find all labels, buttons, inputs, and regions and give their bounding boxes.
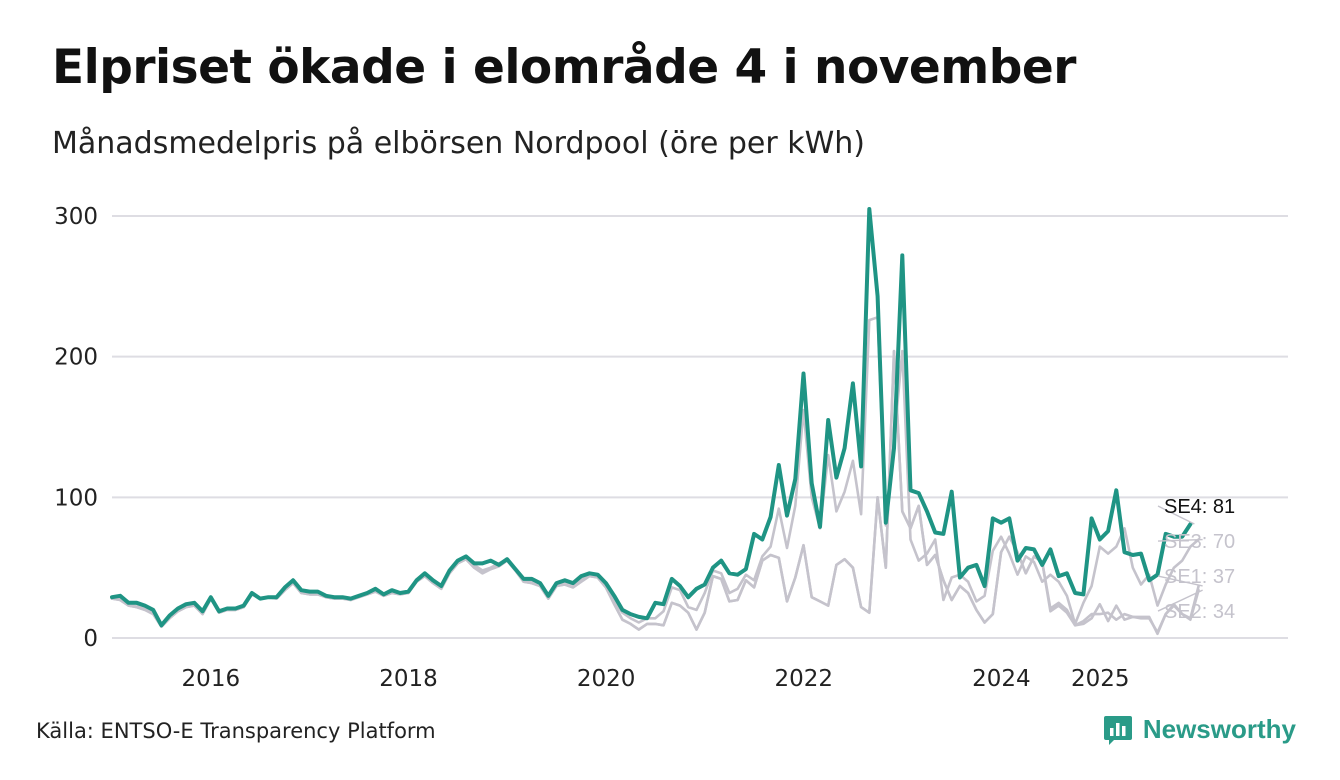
end-label-leader bbox=[1157, 538, 1203, 542]
end-label-se3: SE3: 70 bbox=[1164, 531, 1235, 553]
x-axis-ticks: 2016 2018 2020 2022 2024 2025 bbox=[182, 666, 1130, 692]
x-tick-label: 2020 bbox=[577, 666, 636, 692]
brand-name: Newsworthy bbox=[1142, 714, 1296, 744]
end-label-leader bbox=[1157, 575, 1203, 587]
end-label-leader bbox=[1157, 505, 1195, 525]
newsworthy-logo-icon bbox=[1103, 715, 1132, 745]
series-line-se1 bbox=[110, 349, 1200, 634]
end-label-se4: SE4: 81 bbox=[1164, 496, 1235, 518]
gridlines bbox=[112, 215, 1288, 639]
x-tick-label: 2016 bbox=[182, 666, 241, 692]
line-chart: 0 100 200 300 2016 2018 2020 2022 2024 2025 SE4:… bbox=[54, 204, 1288, 692]
y-axis-ticks: 0 100 200 300 bbox=[54, 204, 98, 652]
x-tick-label: 2024 bbox=[972, 666, 1031, 692]
y-tick-label: 300 bbox=[54, 204, 98, 230]
chart-title: Elpriset ökade i elområde 4 i november bbox=[52, 40, 1076, 95]
y-tick-label: 200 bbox=[54, 345, 98, 371]
x-tick-label: 2018 bbox=[379, 666, 438, 692]
series-lines bbox=[110, 207, 1200, 636]
end-label-se2: SE2: 34 bbox=[1164, 601, 1235, 623]
y-tick-label: 0 bbox=[83, 626, 98, 652]
end-label-se1: SE1: 37 bbox=[1164, 566, 1235, 588]
source-note: Källa: ENTSO-E Transparency Platform bbox=[36, 719, 436, 743]
series-end-labels: SE4: 81 SE3: 70 SE1: 37 SE2: 34 bbox=[1157, 496, 1235, 623]
brand-logo[interactable]: Newsworthy bbox=[1103, 714, 1296, 745]
series-line-se3 bbox=[110, 316, 1200, 627]
chart-subtitle: Månadsmedelpris på elbörsen Nordpool (ör… bbox=[52, 126, 865, 161]
series-line-se4 bbox=[110, 207, 1193, 628]
x-tick-label: 2022 bbox=[774, 666, 833, 692]
x-tick-label: 2025 bbox=[1071, 666, 1130, 692]
end-label-leader bbox=[1157, 589, 1203, 612]
series-line-se2 bbox=[110, 349, 1200, 636]
y-tick-label: 100 bbox=[54, 485, 98, 511]
